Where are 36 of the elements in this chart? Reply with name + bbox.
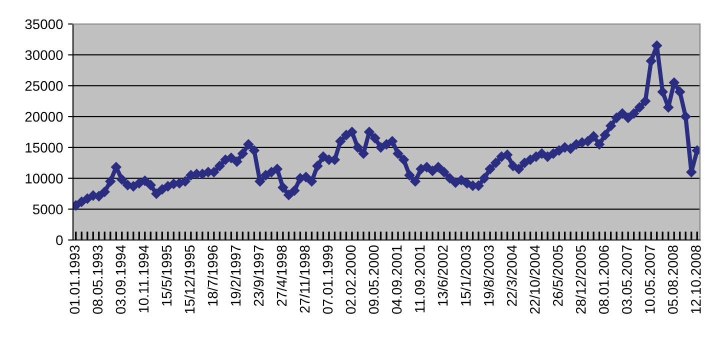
- x-tick-label: 22/3/2004: [506, 245, 517, 306]
- x-tick-label: 15/5/1995: [161, 245, 172, 306]
- x-tick-label: 05.08.2008: [668, 245, 678, 314]
- x-tick-label: 26/5/2005: [552, 245, 563, 306]
- x-tick-label: 13/6/2002: [438, 246, 448, 306]
- y-tick-label: 20000: [25, 112, 63, 122]
- y-tick-label: 10000: [26, 174, 63, 184]
- x-tick-label: 27/4/1998: [276, 245, 287, 306]
- x-tick-label: 07.01.1999: [322, 246, 333, 314]
- y-tick-label: 0: [56, 235, 63, 246]
- x-tick-label: 01.01.1993: [70, 245, 80, 314]
- x-tick-label: 10.05.2007: [645, 246, 655, 314]
- x-tick-label: 08.05.1993: [92, 245, 103, 314]
- x-tick-label: 19/8/2003: [484, 245, 494, 306]
- x-tick-label: 03.05.2007: [622, 246, 632, 314]
- x-tick-label: 02.02.2000: [346, 245, 356, 314]
- y-tick-label: 15000: [26, 142, 63, 153]
- x-tick-label: 19/2/1997: [230, 246, 241, 306]
- x-tick-label: 09.05.2000: [368, 245, 379, 314]
- x-tick-label: 27/11/1998: [299, 245, 310, 313]
- x-tick-label: 22/10/2004: [530, 245, 540, 314]
- x-tick-label: 23/9/1997: [253, 246, 264, 306]
- y-tick-label: 5000: [32, 204, 63, 214]
- x-tick-label: 10.11.1994: [138, 245, 149, 312]
- x-tick-label: 03.09.1994: [116, 245, 126, 314]
- x-tick-label: 18/7/1996: [207, 245, 218, 306]
- x-tick-label: 12.10.2008: [691, 245, 701, 314]
- x-tick-label: 15/1/2003: [460, 245, 471, 306]
- x-tick-label: 15/12/1995: [184, 245, 195, 314]
- y-tick-label: 30000: [25, 50, 63, 60]
- x-tick-label: 28/12/2005: [576, 245, 586, 314]
- x-tick-label: 08.01.2006: [598, 245, 609, 314]
- x-tick-label: 11.09.2001: [414, 246, 425, 312]
- x-tick-label: 04.09.2001: [392, 246, 402, 314]
- y-tick-label: 25000: [25, 81, 63, 91]
- y-tick-label: 35000: [25, 19, 63, 30]
